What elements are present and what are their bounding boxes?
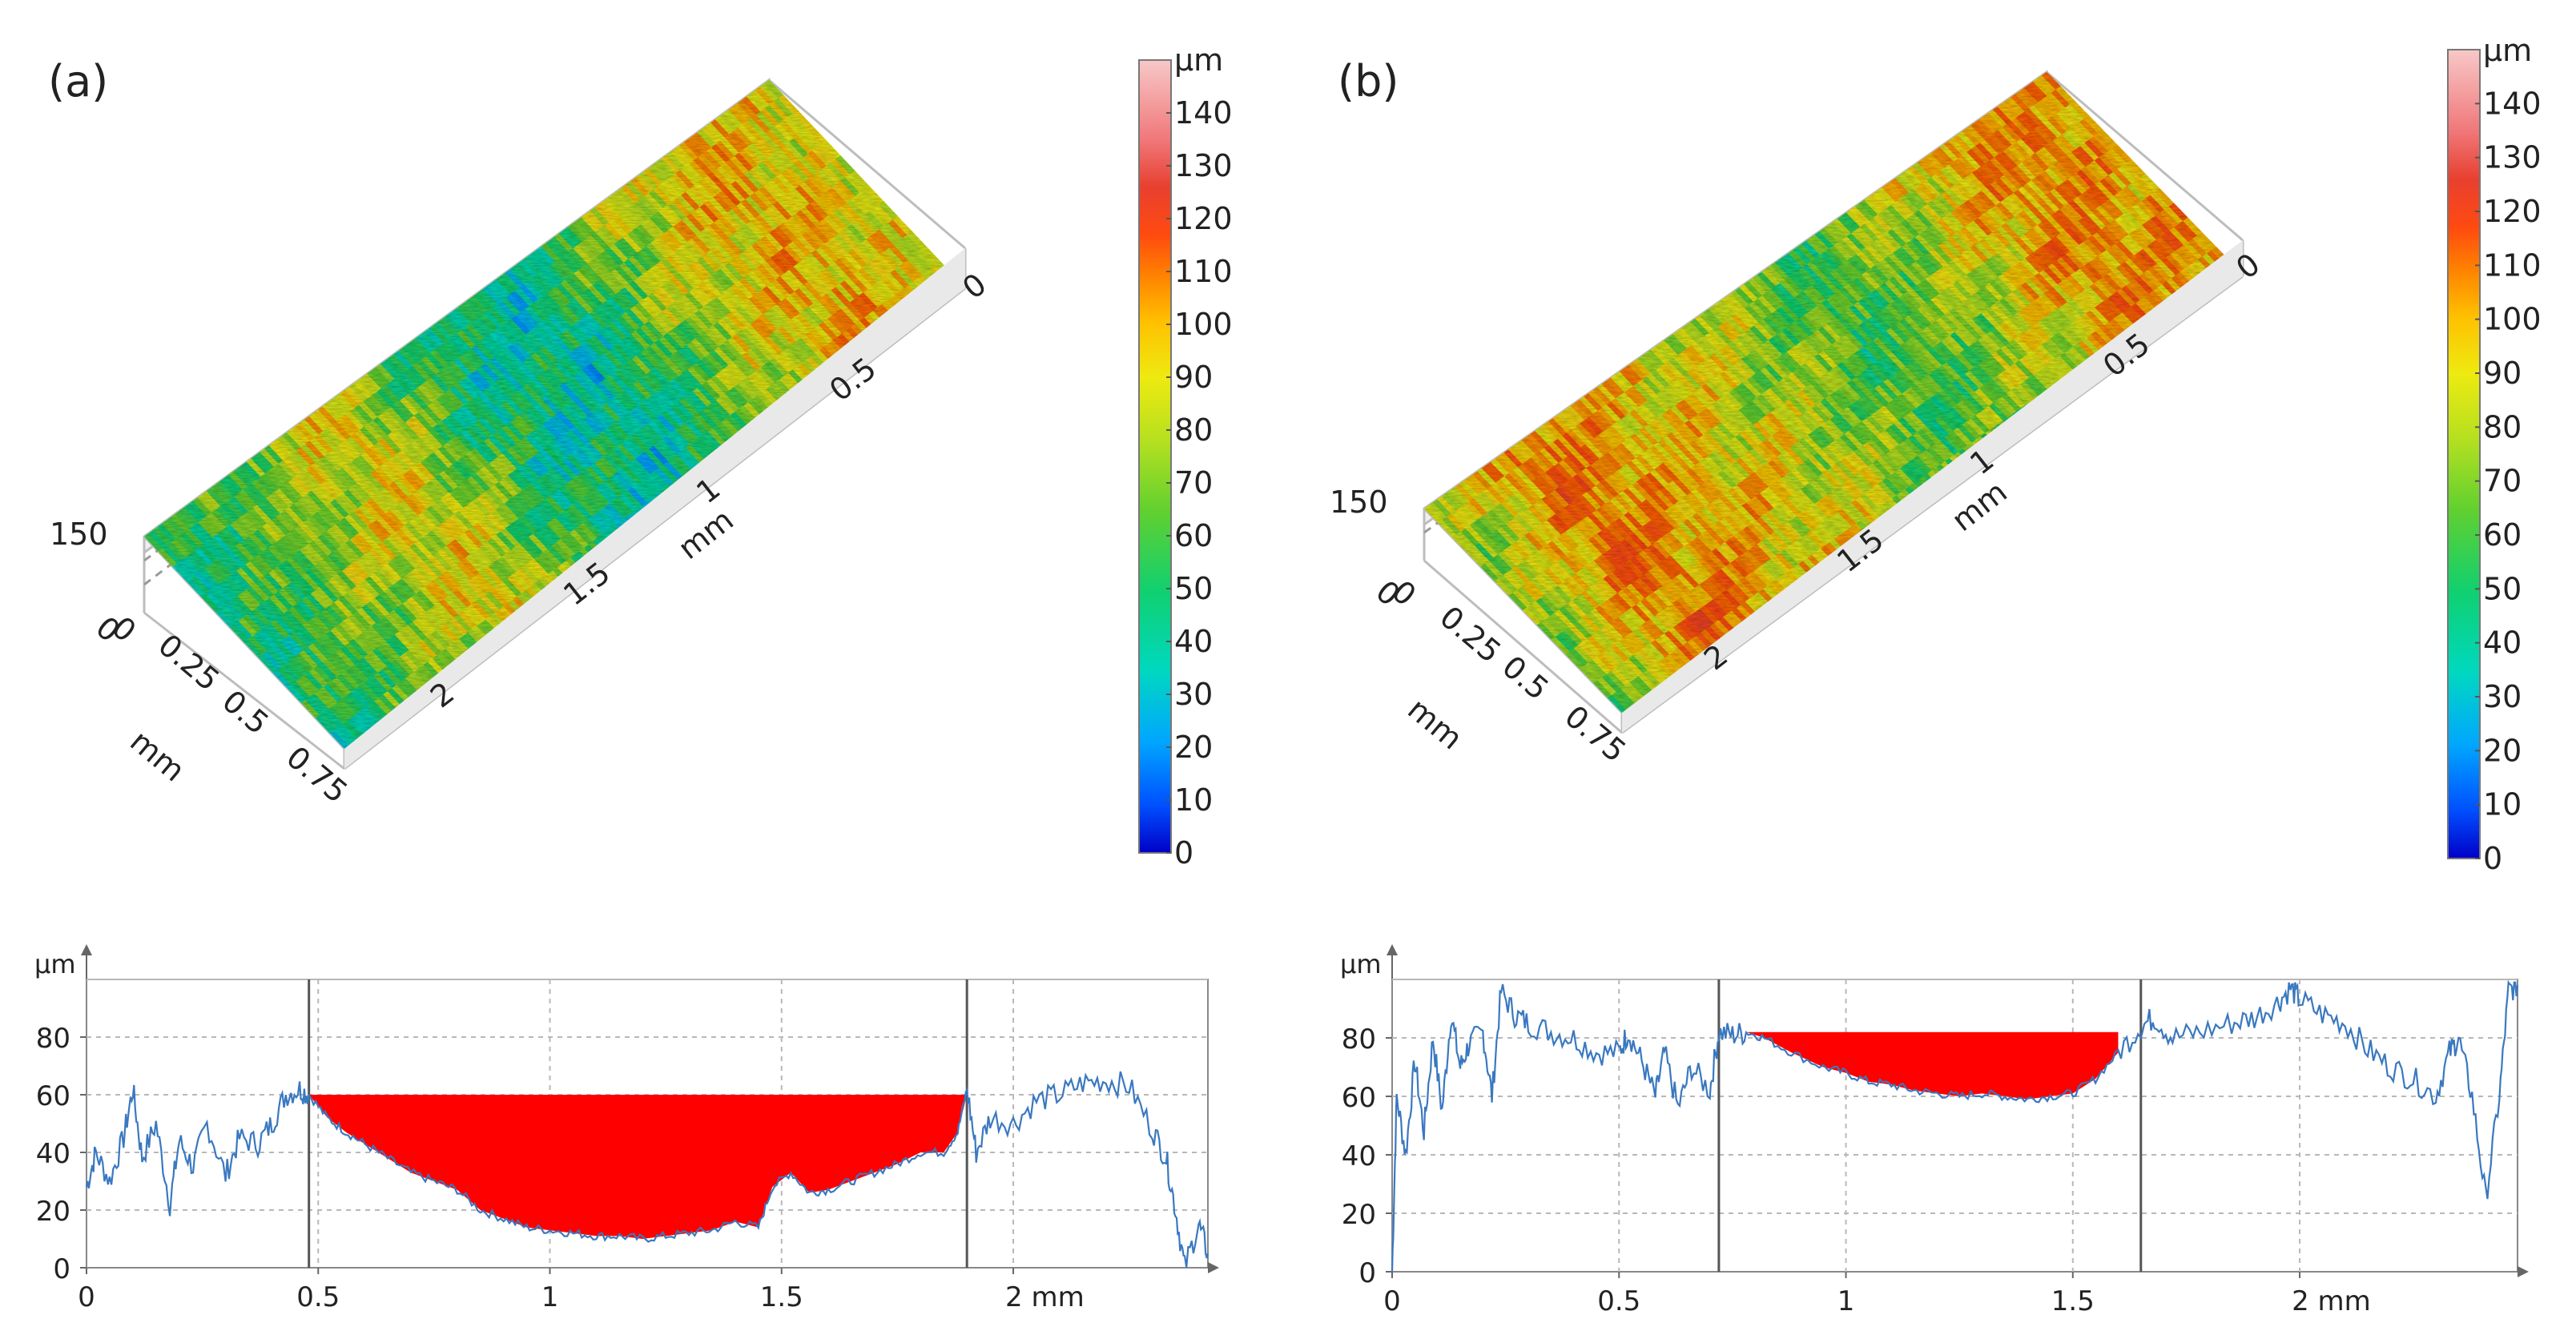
width-axis-unit: mm xyxy=(1401,691,1469,756)
colorbar-tick-label: 30 xyxy=(2483,679,2522,714)
profile-line xyxy=(85,1071,1210,1268)
y-tick-label: 0 xyxy=(53,1253,70,1285)
panel-a-colorbar: µm 0 10 20 30 40 50 60 70 80 90 100 110 120 130 140 xyxy=(1138,42,1233,871)
colorbar-tick-label: 100 xyxy=(2483,302,2542,337)
y-tick-label: 40 xyxy=(1342,1140,1376,1172)
colorbar-tick-label: 100 xyxy=(1174,307,1233,342)
colorbar-tick-label: 130 xyxy=(2483,140,2542,175)
colorbar-tick-label: 130 xyxy=(1174,148,1233,183)
x-tick-label: 0 xyxy=(78,1281,95,1313)
void-area-fill xyxy=(308,1095,968,1239)
colorbar-tick-label: 20 xyxy=(1174,730,1213,765)
width-tick-label: 0.5 xyxy=(215,683,276,742)
length-axis-unit: mm xyxy=(671,502,739,566)
x-tick-label: 2 mm xyxy=(1005,1281,1085,1313)
profile-line xyxy=(1391,979,2519,1273)
colorbar-tick-label: 20 xyxy=(2483,733,2522,768)
x-tick-label: 1 xyxy=(541,1281,559,1313)
colorbar-tick-label: 80 xyxy=(1174,412,1213,448)
panel-b-colorbar-unit: µm xyxy=(2483,33,2532,68)
panel-a-colorbar-bar xyxy=(1138,59,1172,854)
panel-a-colorbar-unit: µm xyxy=(1174,42,1223,78)
y-tick-label: 60 xyxy=(36,1080,70,1112)
colorbar-tick-label: 90 xyxy=(1174,360,1213,395)
width-axis-unit: mm xyxy=(123,723,191,788)
width-tick-label: 0.25 xyxy=(151,627,226,698)
y-axis-label: µm xyxy=(34,949,76,979)
x-axis-arrowhead xyxy=(2518,1266,2529,1277)
colorbar-tick-label: 0 xyxy=(2483,841,2502,876)
colorbar-tick-label: 40 xyxy=(1174,624,1213,659)
y-axis-arrowhead xyxy=(1387,944,1398,955)
void-area-fill xyxy=(1745,1031,2119,1100)
x-tick-label: 0.5 xyxy=(1597,1285,1640,1317)
colorbar-tick-label: 60 xyxy=(1174,518,1213,553)
panel-a-height-map xyxy=(144,80,965,749)
colorbar-tick-label: 10 xyxy=(2483,787,2522,822)
x-tick-label: 0.5 xyxy=(296,1281,340,1313)
panel-a-colorbar-ticks: 0 10 20 30 40 50 60 70 80 90 100 110 120 130 140 xyxy=(1166,95,1233,871)
x-tick-label: 2 mm xyxy=(2292,1285,2371,1317)
colorbar-tick-label: 30 xyxy=(1174,677,1213,712)
panel-b-colorbar-ticks: 0 10 20 30 40 50 60 70 80 90 100 110 120 130 140 xyxy=(2475,86,2542,876)
panel-b-colorbar: µm 0 10 20 30 40 50 60 70 80 90 100 110 120 130 140 xyxy=(2447,33,2542,876)
x-axis-arrowhead xyxy=(1208,1262,1219,1273)
y-tick-label: 0 xyxy=(1358,1257,1376,1289)
colorbar-tick-label: 140 xyxy=(2483,86,2542,121)
panel-a-side-wall xyxy=(344,248,965,769)
colorbar-tick-label: 110 xyxy=(2483,247,2542,283)
panel-b-label: (b) xyxy=(1338,56,1399,107)
width-tick-label: 0.25 xyxy=(1433,599,1507,670)
x-tick-label: 1.5 xyxy=(2051,1285,2095,1317)
colorbar-tick-label: 140 xyxy=(1174,95,1233,131)
x-tick-label: 0 xyxy=(1383,1285,1401,1317)
colorbar-tick-label: 60 xyxy=(2483,517,2522,553)
colorbar-tick-label: 50 xyxy=(2483,571,2522,606)
colorbar-tick-label: 40 xyxy=(2483,625,2522,661)
profile-chart-b: 0 20 40 60 80 µm 0 0.5 1 1.5 2 mm xyxy=(1340,944,2529,1317)
plot-frame xyxy=(1391,979,2518,1273)
colorbar-tick-label: 120 xyxy=(1174,201,1233,236)
y-tick-label: 80 xyxy=(36,1023,70,1055)
colorbar-tick-label: 50 xyxy=(1174,571,1213,606)
panel-b-side-wall xyxy=(1622,240,2243,733)
profile-chart-a: 0 20 40 60 80 µm 0 0.5 1 1.5 2 mm xyxy=(34,944,1219,1313)
colorbar-tick-label: 0 xyxy=(1174,835,1193,871)
colorbar-tick-label: 80 xyxy=(2483,409,2522,444)
colorbar-tick-label: 110 xyxy=(1174,254,1233,289)
colorbar-tick-label: 70 xyxy=(2483,464,2522,499)
y-tick-label: 20 xyxy=(1342,1199,1376,1231)
y-axis-arrowhead xyxy=(81,944,92,955)
y-tick-label: 80 xyxy=(1342,1023,1376,1056)
y-tick-label: 60 xyxy=(1342,1082,1376,1114)
x-tick-label: 1 xyxy=(1837,1285,1855,1317)
colorbar-tick-label: 120 xyxy=(2483,194,2542,229)
panel-a-label: (a) xyxy=(48,56,108,107)
colorbar-tick-label: 70 xyxy=(1174,465,1213,501)
y-tick-label: 40 xyxy=(36,1138,70,1170)
panel-a-z-tick: 150 xyxy=(50,517,108,552)
panel-b-colorbar-bar xyxy=(2447,49,2481,859)
colorbar-tick-label: 90 xyxy=(2483,356,2522,391)
x-tick-label: 1.5 xyxy=(760,1281,803,1313)
colorbar-tick-label: 10 xyxy=(1174,782,1213,818)
y-axis-label: µm xyxy=(1340,949,1382,979)
width-tick-label: 0.75 xyxy=(280,739,354,810)
panel-b-z-tick: 150 xyxy=(1330,485,1388,520)
width-tick-label: 0.5 xyxy=(1495,649,1556,707)
panel-b-height-map xyxy=(1424,72,2243,713)
y-tick-label: 20 xyxy=(36,1196,70,1228)
